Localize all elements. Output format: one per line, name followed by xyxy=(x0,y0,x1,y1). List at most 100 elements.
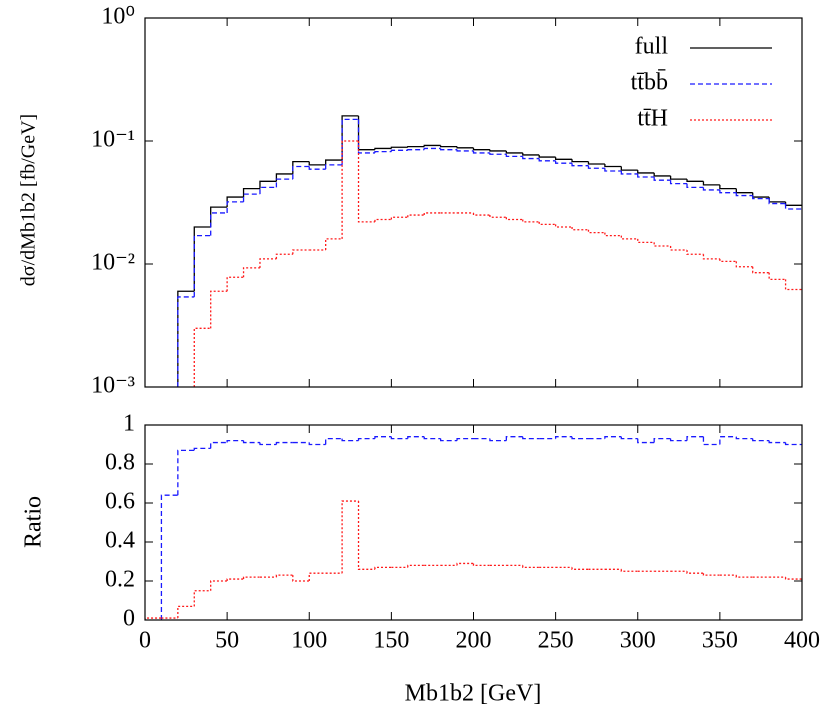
histogram-step xyxy=(259,258,277,268)
histogram-step xyxy=(620,166,638,171)
histogram-step xyxy=(522,436,540,440)
histogram-step xyxy=(686,183,704,188)
histogram-step xyxy=(177,296,195,387)
histogram-step xyxy=(505,436,523,441)
histogram-step xyxy=(210,290,228,329)
histogram-step xyxy=(472,150,490,154)
histogram-step xyxy=(571,436,589,440)
histogram-step xyxy=(193,590,211,607)
histogram-step xyxy=(604,164,622,168)
histogram-step xyxy=(653,172,671,177)
histogram-step xyxy=(587,229,605,234)
x-tick-label: 50 xyxy=(215,628,239,654)
histogram-step xyxy=(784,203,802,210)
histogram-step xyxy=(554,436,573,439)
histogram-step xyxy=(341,438,359,442)
histogram-step xyxy=(275,173,293,182)
histogram-step xyxy=(571,567,589,570)
y-tick-label: 0 xyxy=(123,606,135,632)
plot-area xyxy=(177,115,802,387)
histogram-step xyxy=(308,572,326,581)
histogram-step xyxy=(456,438,474,441)
histogram-step xyxy=(620,436,638,440)
histogram-step xyxy=(423,144,441,147)
histogram-step xyxy=(620,235,638,240)
histogram-step xyxy=(538,221,556,226)
histogram-step xyxy=(308,161,326,166)
histogram-step xyxy=(177,449,195,496)
histogram-step xyxy=(325,438,343,445)
histogram-step xyxy=(390,146,408,149)
histogram-step xyxy=(735,261,753,268)
histogram-step xyxy=(292,249,310,255)
x-tick-label: 250 xyxy=(538,628,574,654)
y-tick-label: 0.8 xyxy=(105,450,135,476)
histogram-step xyxy=(489,438,507,442)
histogram-step xyxy=(210,212,228,236)
y-tick-label: 10⁻¹ xyxy=(91,127,135,153)
histogram-step xyxy=(456,562,474,566)
histogram-step xyxy=(637,238,655,243)
histogram-step xyxy=(637,170,655,174)
histogram-step xyxy=(440,148,458,151)
histogram-step xyxy=(177,290,195,387)
histogram-step xyxy=(440,145,458,148)
histogram-step xyxy=(719,189,737,194)
histogram-step xyxy=(686,436,704,441)
histogram-step xyxy=(702,436,720,446)
histogram-step xyxy=(193,235,211,297)
y-axis-label: dσ/dMb1b2 [fb/GeV] xyxy=(18,114,40,286)
histogram-step xyxy=(522,152,540,156)
histogram-step xyxy=(160,494,178,620)
histogram-step xyxy=(752,192,770,198)
histogram-step xyxy=(357,115,375,151)
histogram-step xyxy=(702,254,720,260)
x-axis-label: Mb1b2 [GeV] xyxy=(405,681,542,707)
y-axis-label: Ratio xyxy=(21,496,47,548)
histogram-step xyxy=(226,578,244,581)
histogram-step xyxy=(407,145,425,148)
histogram-step xyxy=(423,436,441,440)
histogram-step xyxy=(374,218,392,222)
histogram-step xyxy=(357,141,375,223)
histogram-step xyxy=(242,576,260,580)
histogram-step xyxy=(489,215,507,218)
y-tick-label: 10⁰ xyxy=(101,4,135,30)
histogram-step xyxy=(456,146,474,149)
x-tick-label: 200 xyxy=(456,628,492,654)
histogram-step xyxy=(784,442,802,446)
histogram-step xyxy=(308,166,326,170)
histogram-step xyxy=(735,436,753,440)
histogram-step xyxy=(472,563,490,567)
histogram-step xyxy=(292,160,310,174)
histogram-step xyxy=(472,212,490,216)
histogram-step xyxy=(193,327,211,387)
histogram-step xyxy=(259,186,277,195)
histogram-step xyxy=(768,198,786,205)
histogram-step xyxy=(719,436,737,445)
histogram-step xyxy=(275,178,293,188)
histogram-step xyxy=(242,267,260,278)
histogram-step xyxy=(686,249,704,255)
histogram-step xyxy=(242,440,260,444)
histogram-step xyxy=(686,179,704,182)
histogram-step xyxy=(784,279,802,291)
histogram-step xyxy=(669,175,688,180)
histogram-step xyxy=(784,577,802,580)
histogram-step xyxy=(390,436,408,440)
histogram-step xyxy=(735,575,753,578)
histogram-step xyxy=(210,206,228,227)
histogram-step xyxy=(259,442,277,446)
histogram-step xyxy=(407,214,425,218)
histogram-step xyxy=(440,438,458,442)
histogram-step xyxy=(145,617,162,620)
plot-frame xyxy=(144,424,803,621)
histogram-step xyxy=(308,442,326,446)
histogram-step xyxy=(390,216,408,220)
histogram-step xyxy=(587,165,605,169)
histogram-step xyxy=(423,147,441,150)
x-tick-label: 300 xyxy=(620,628,656,654)
histogram-step xyxy=(784,201,802,206)
histogram-step xyxy=(620,569,638,572)
